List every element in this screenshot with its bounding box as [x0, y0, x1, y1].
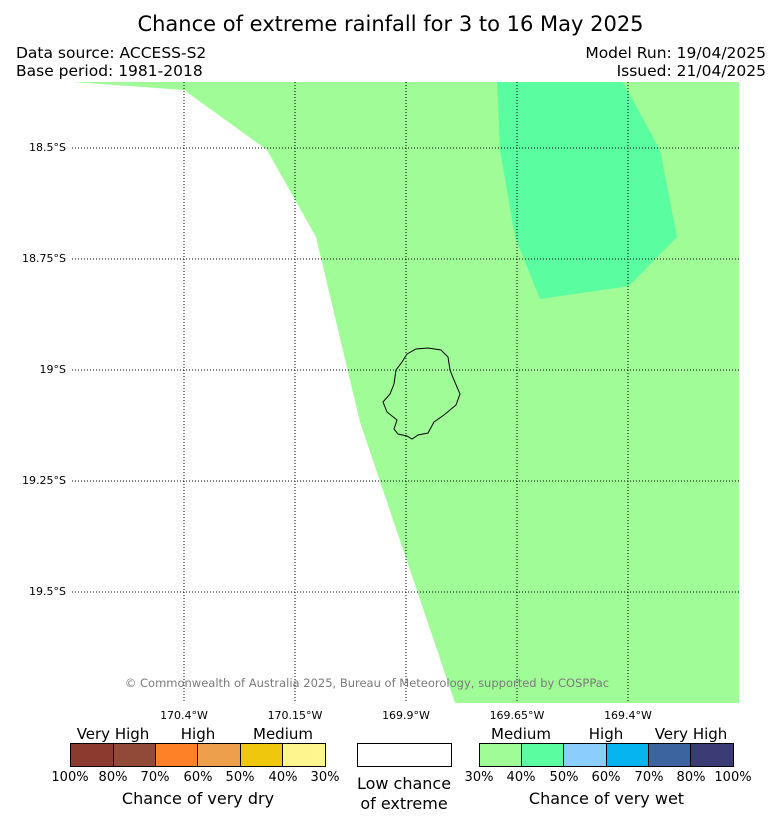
legend-swatch [690, 743, 734, 767]
legend-neutral-line2: of extreme [360, 794, 448, 813]
legend-wet-tick: 50% [549, 770, 579, 785]
legend-dry-tick: 50% [225, 770, 255, 785]
lat-label: 19.25°S [22, 474, 66, 487]
legend-swatch [197, 743, 241, 767]
legend-wet-tick: 60% [591, 770, 621, 785]
legend-dry-tick: 80% [98, 770, 128, 785]
graticule [72, 82, 739, 703]
header-right-info: Model Run: 19/04/2025 Issued: 21/04/2025 [585, 44, 766, 80]
lon-label: 170.15°W [267, 709, 323, 722]
legend-wet-tick: 70% [634, 770, 664, 785]
legend-swatch [113, 743, 156, 767]
lat-label: 19°S [39, 363, 66, 376]
lat-label: 18.5°S [29, 141, 66, 154]
legend-wet-tick: 30% [464, 770, 494, 785]
legend-neutral-swatch [357, 743, 452, 767]
legend-swatch [648, 743, 691, 767]
map-title: Chance of extreme rainfall for 3 to 16 M… [137, 12, 644, 36]
legend-wet-very-high: Very High [654, 725, 728, 743]
legend-dry-tick: 70% [140, 770, 170, 785]
lon-label: 169.4°W [604, 709, 652, 722]
legend-dry-caption: Chance of very dry [121, 789, 275, 808]
legend-wet-tick: 40% [506, 770, 536, 785]
legend-dry-high: High [180, 725, 216, 743]
legend-swatch [606, 743, 649, 767]
legend-wet-medium: Medium [491, 725, 551, 743]
legend-wet-caption: Chance of very wet [528, 789, 685, 808]
high-wet-region [497, 82, 677, 299]
legend-dry-very-high: Very High [76, 725, 150, 743]
legend-swatch [479, 743, 522, 767]
legend-dry-tick: 60% [183, 770, 213, 785]
legend-swatch [240, 743, 283, 767]
legend-dry-tick: 40% [268, 770, 298, 785]
header-left-info: Data source: ACCESS-S2 Base period: 1981… [16, 44, 206, 80]
legend-neutral-caption: Low chance of extreme [352, 774, 456, 814]
legend-swatch [70, 743, 114, 767]
legend-dry-tick: 100% [51, 770, 89, 785]
island-outline [382, 347, 461, 440]
lon-label: 170.4°W [160, 709, 208, 722]
legend-swatch [282, 743, 326, 767]
legend-swatch [563, 743, 607, 767]
lon-label: 169.65°W [489, 709, 545, 722]
lat-label: 19.5°S [29, 585, 66, 598]
legend-wet-tick: 100% [714, 770, 752, 785]
legend-swatch [521, 743, 564, 767]
legend-swatch [155, 743, 198, 767]
legend-neutral-line1: Low chance [356, 774, 452, 793]
legend-wet-high: High [588, 725, 624, 743]
copyright-notice: © Commonwealth of Australia 2025, Bureau… [124, 676, 610, 690]
legend-dry-medium: Medium [253, 725, 313, 743]
rainfall-map [72, 82, 739, 703]
base-period-label: Base period: 1981-2018 [16, 62, 203, 80]
legend-dry-tick: 30% [310, 770, 340, 785]
issued-label: Issued: 21/04/2025 [616, 62, 766, 80]
lat-label: 18.75°S [22, 252, 66, 265]
model-run-label: Model Run: 19/04/2025 [585, 44, 766, 62]
legend-wet-tick: 80% [676, 770, 706, 785]
lon-label: 169.9°W [382, 709, 430, 722]
data-source-label: Data source: ACCESS-S2 [16, 44, 207, 62]
